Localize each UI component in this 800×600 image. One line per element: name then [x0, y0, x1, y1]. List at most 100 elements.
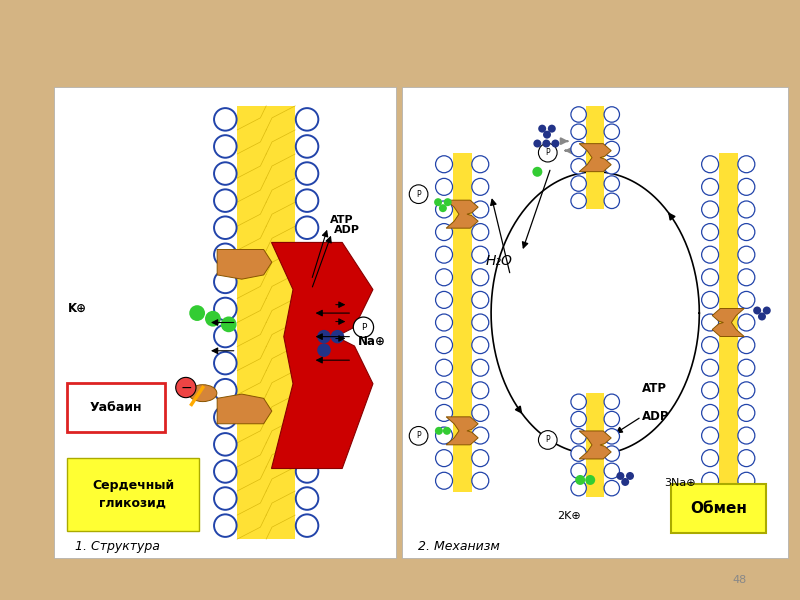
Text: ATP: ATP — [330, 215, 354, 225]
Circle shape — [410, 185, 428, 203]
Polygon shape — [271, 242, 373, 469]
Circle shape — [604, 463, 619, 479]
Circle shape — [738, 427, 755, 444]
Circle shape — [296, 190, 318, 212]
Circle shape — [214, 352, 237, 374]
Circle shape — [205, 311, 221, 326]
Circle shape — [318, 330, 330, 343]
Circle shape — [214, 406, 237, 428]
Circle shape — [435, 292, 453, 308]
Circle shape — [604, 158, 619, 174]
Circle shape — [604, 446, 619, 461]
Circle shape — [472, 359, 489, 376]
Circle shape — [296, 379, 318, 401]
Circle shape — [571, 176, 586, 191]
Circle shape — [296, 135, 318, 158]
Circle shape — [571, 142, 586, 157]
Circle shape — [354, 317, 374, 337]
Circle shape — [738, 337, 755, 353]
Circle shape — [472, 269, 489, 286]
Circle shape — [472, 382, 489, 399]
Circle shape — [472, 314, 489, 331]
Circle shape — [738, 269, 755, 286]
Circle shape — [571, 394, 586, 409]
Circle shape — [702, 314, 718, 331]
Circle shape — [435, 246, 453, 263]
Bar — [462, 153, 472, 492]
Circle shape — [435, 156, 453, 173]
Circle shape — [551, 140, 559, 148]
Circle shape — [702, 156, 718, 173]
Circle shape — [214, 514, 237, 537]
Circle shape — [214, 271, 237, 293]
Bar — [595, 106, 604, 209]
Circle shape — [571, 446, 586, 461]
Bar — [54, 87, 396, 558]
Circle shape — [753, 307, 761, 314]
Circle shape — [214, 162, 237, 185]
Circle shape — [702, 201, 718, 218]
Polygon shape — [712, 308, 744, 337]
Circle shape — [472, 427, 489, 444]
Circle shape — [435, 427, 443, 435]
Text: ATP: ATP — [642, 382, 666, 395]
Bar — [402, 87, 788, 558]
Circle shape — [435, 382, 453, 399]
Text: ADP: ADP — [334, 225, 360, 235]
Circle shape — [214, 244, 237, 266]
Circle shape — [571, 428, 586, 444]
Bar — [266, 106, 295, 539]
Circle shape — [538, 431, 557, 449]
Circle shape — [214, 135, 237, 158]
Text: K⊕: K⊕ — [68, 302, 87, 315]
Circle shape — [435, 224, 453, 241]
Circle shape — [318, 343, 330, 357]
Circle shape — [296, 352, 318, 374]
Polygon shape — [446, 200, 478, 228]
Circle shape — [435, 427, 453, 444]
Circle shape — [626, 472, 634, 480]
Circle shape — [296, 108, 318, 131]
Circle shape — [604, 412, 619, 427]
Circle shape — [410, 427, 428, 445]
Circle shape — [543, 131, 551, 139]
Text: ADP: ADP — [642, 410, 669, 423]
Circle shape — [548, 125, 556, 133]
Circle shape — [439, 204, 447, 212]
Circle shape — [702, 382, 718, 399]
Circle shape — [444, 198, 452, 206]
FancyBboxPatch shape — [67, 383, 165, 432]
Circle shape — [604, 394, 619, 409]
Circle shape — [571, 412, 586, 427]
Circle shape — [435, 178, 453, 196]
Text: −: − — [180, 380, 192, 395]
Circle shape — [758, 313, 766, 320]
Circle shape — [214, 379, 237, 401]
Circle shape — [702, 292, 718, 308]
Circle shape — [604, 481, 619, 496]
Circle shape — [472, 404, 489, 421]
Text: 2. Механизм: 2. Механизм — [418, 540, 499, 553]
Circle shape — [538, 143, 557, 162]
Circle shape — [435, 472, 453, 489]
Circle shape — [571, 193, 586, 209]
Circle shape — [472, 246, 489, 263]
Circle shape — [214, 325, 237, 347]
Circle shape — [702, 337, 718, 353]
Circle shape — [435, 359, 453, 376]
Text: P: P — [546, 436, 550, 445]
FancyBboxPatch shape — [671, 484, 766, 533]
Circle shape — [604, 142, 619, 157]
Circle shape — [702, 427, 718, 444]
Circle shape — [738, 382, 755, 399]
Circle shape — [214, 108, 237, 131]
Circle shape — [538, 125, 546, 133]
Circle shape — [542, 140, 550, 148]
Circle shape — [472, 224, 489, 241]
Text: Уабаин: Уабаин — [90, 401, 142, 414]
Circle shape — [738, 314, 755, 331]
Circle shape — [176, 377, 196, 398]
Bar — [728, 153, 738, 492]
Circle shape — [472, 292, 489, 308]
Circle shape — [435, 314, 453, 331]
